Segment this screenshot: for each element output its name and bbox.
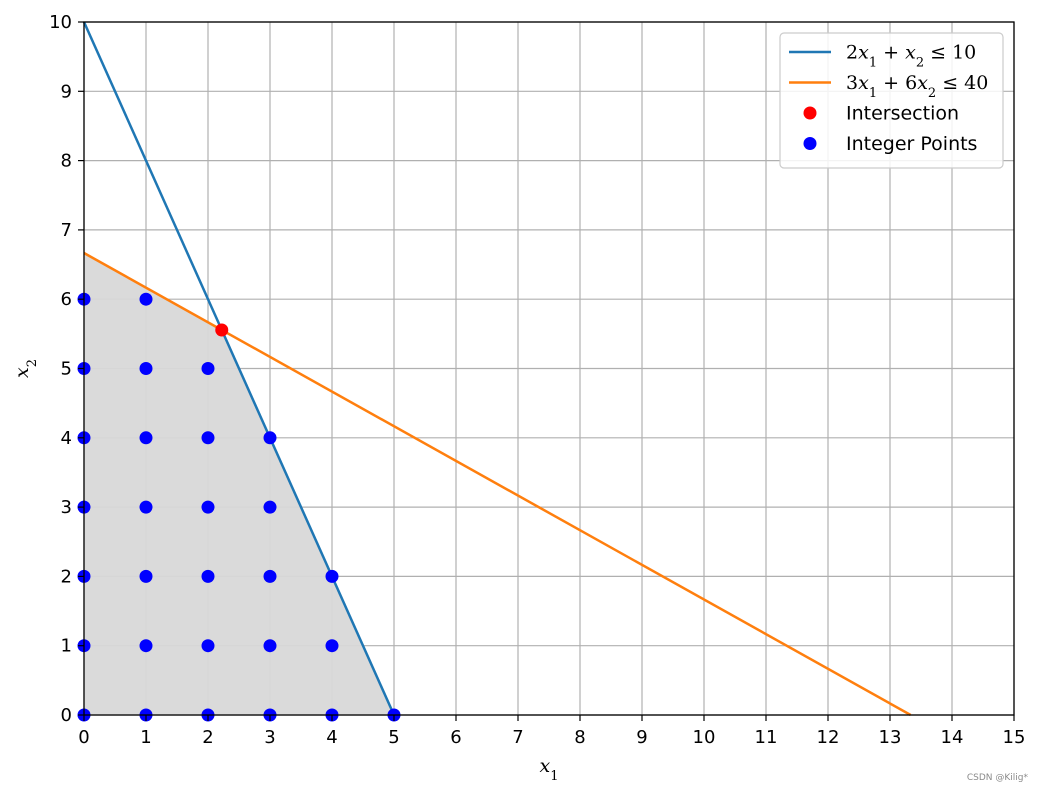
feasible-region-layer xyxy=(84,252,394,715)
integer-points-point xyxy=(263,639,277,653)
legend-label: Intersection xyxy=(846,103,959,125)
watermark: CSDN @Kilig* xyxy=(967,773,1029,783)
integer-points-point xyxy=(263,500,277,514)
integer-points-point xyxy=(139,639,153,653)
y-tick-label: 4 xyxy=(61,428,72,449)
legend-label: Integer Points xyxy=(846,133,977,155)
x-tick-label: 15 xyxy=(1003,727,1026,748)
x-tick-label: 3 xyxy=(264,727,275,748)
x-tick-label: 10 xyxy=(693,727,716,748)
x-tick-label: 9 xyxy=(636,727,647,748)
x-tick-label: 1 xyxy=(140,727,151,748)
x-tick-label: 13 xyxy=(879,727,902,748)
x-tick-label: 12 xyxy=(817,727,840,748)
y-tick-label: 3 xyxy=(61,497,72,518)
y-axis-label: x2 xyxy=(11,359,40,378)
x-tick-label: 14 xyxy=(941,727,964,748)
y-tick-label: 7 xyxy=(61,220,72,241)
integer-points-point xyxy=(325,639,339,653)
x-tick-label: 0 xyxy=(78,727,89,748)
y-tick-label: 6 xyxy=(61,289,72,310)
integer-points-point xyxy=(139,362,153,375)
x-tick-label: 5 xyxy=(388,727,399,748)
x-axis-label: x1 xyxy=(540,755,559,784)
x-tick-label: 6 xyxy=(450,727,461,748)
y-tick-label: 0 xyxy=(61,705,72,726)
legend-label: 3x1 + 6x2 ≤ 40 xyxy=(846,72,988,101)
y-tick-label: 1 xyxy=(61,636,72,657)
legend-marker-handle xyxy=(803,137,817,150)
x-tick-label: 4 xyxy=(326,727,337,748)
integer-points-point xyxy=(201,569,215,583)
feasible-region xyxy=(84,252,394,715)
integer-points-point xyxy=(325,569,339,583)
y-tick-label: 2 xyxy=(61,566,72,587)
integer-points-point xyxy=(139,431,153,445)
integer-points-point xyxy=(263,431,277,445)
y-tick-label: 5 xyxy=(61,359,72,380)
x-tick-label: 7 xyxy=(512,727,523,748)
integer-points-point xyxy=(201,639,215,653)
integer-points-point xyxy=(263,569,277,583)
y-tick-label: 10 xyxy=(49,12,72,33)
integer-points-point xyxy=(201,362,215,375)
integer-points-point xyxy=(139,569,153,583)
x-tick-label: 11 xyxy=(755,727,778,748)
grid-lines xyxy=(83,21,1015,716)
integer-points-point xyxy=(139,292,153,306)
legend-box xyxy=(779,32,1004,169)
scatter-points-layer xyxy=(77,292,401,722)
legend-marker-handle xyxy=(803,106,817,120)
integer-points-point xyxy=(201,500,215,514)
x-tick-label: 2 xyxy=(202,727,213,748)
legend-label: 2x1 + x2 ≤ 10 xyxy=(846,42,976,71)
intersection-point xyxy=(215,323,229,337)
integer-points-point xyxy=(201,431,215,445)
y-tick-label: 9 xyxy=(61,81,72,102)
integer-points-point xyxy=(139,500,153,514)
x-tick-label: 8 xyxy=(574,727,585,748)
y-tick-label: 8 xyxy=(61,151,72,172)
constraint-line-1 xyxy=(82,21,396,716)
